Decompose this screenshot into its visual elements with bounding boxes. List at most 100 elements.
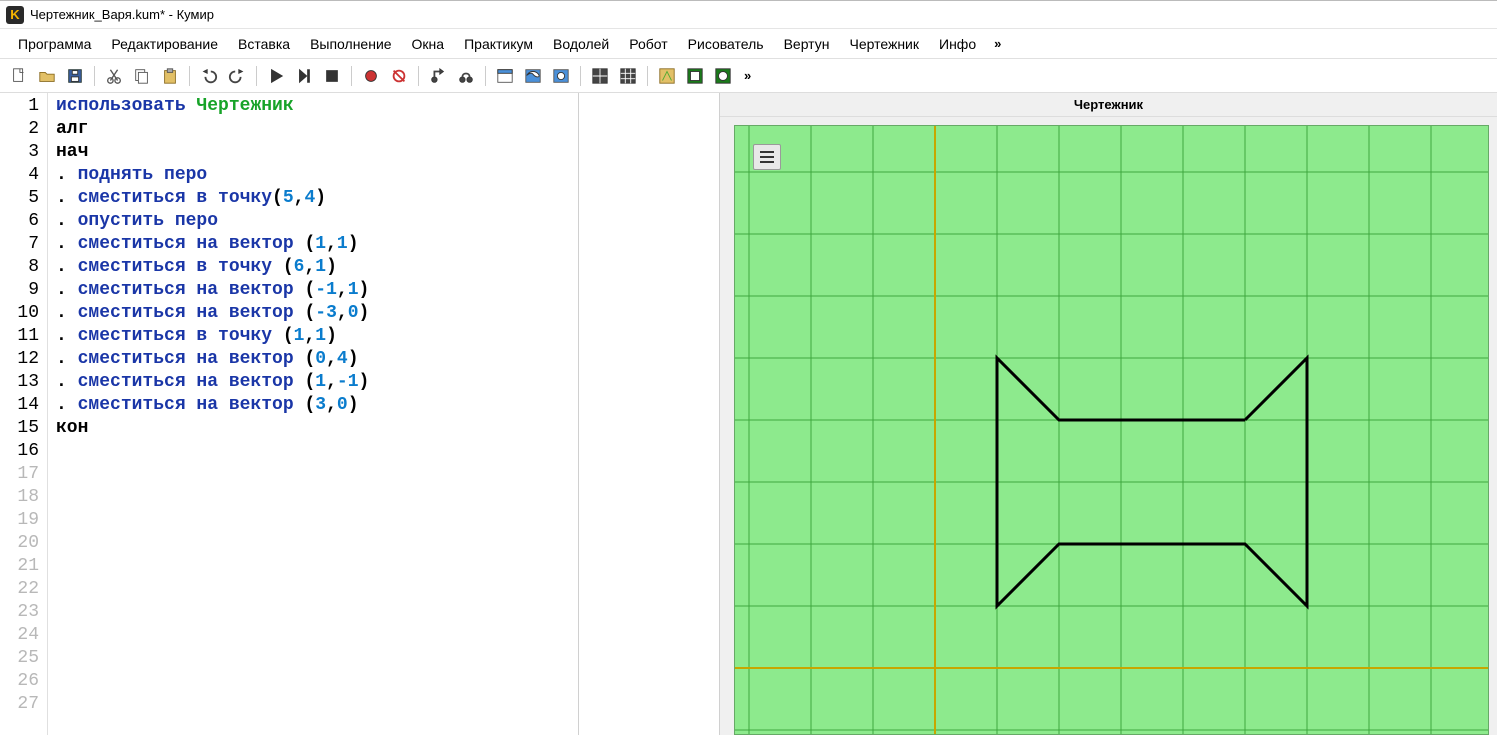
token-p: )	[326, 257, 337, 277]
menu-окна[interactable]: Окна	[402, 32, 455, 56]
debug-step-button[interactable]	[425, 63, 451, 89]
step-button[interactable]	[291, 63, 317, 89]
menu-инфо[interactable]: Инфо	[929, 32, 986, 56]
breakpoint-icon	[362, 67, 380, 85]
token-p: )	[315, 188, 326, 208]
token-dot: .	[56, 188, 78, 208]
token-p: (	[304, 372, 315, 392]
save-file-button[interactable]	[62, 63, 88, 89]
panel-a-button[interactable]	[492, 63, 518, 89]
line-number: 20	[4, 532, 39, 555]
run-button[interactable]	[263, 63, 289, 89]
token-num: 1	[315, 234, 326, 254]
line-number-gutter: 1234567891011121314151617181920212223242…	[0, 93, 48, 735]
code-line: . сместиться на вектор (1,1)	[56, 233, 574, 256]
breakpoint-clear-icon	[390, 67, 408, 85]
grid-a-button[interactable]	[587, 63, 613, 89]
copy-button[interactable]	[129, 63, 155, 89]
menu-рисователь[interactable]: Рисователь	[678, 32, 774, 56]
line-number: 2	[4, 118, 39, 141]
menu-редактирование[interactable]: Редактирование	[101, 32, 228, 56]
code-line: использовать Чертежник	[56, 95, 574, 118]
token-kw: использовать	[56, 96, 196, 116]
cut-button[interactable]	[101, 63, 127, 89]
token-dot: .	[56, 303, 78, 323]
menu-робот[interactable]: Робот	[619, 32, 677, 56]
token-p: (	[304, 280, 315, 300]
panel-c-button[interactable]	[548, 63, 574, 89]
code-line: . сместиться в точку (6,1)	[56, 256, 574, 279]
toolbar-separator	[256, 66, 257, 86]
grid-a-icon	[591, 67, 609, 85]
debug-over-button[interactable]	[453, 63, 479, 89]
token-num: 6	[294, 257, 305, 277]
panel-c-icon	[552, 67, 570, 85]
title-bar: K Чертежник_Варя.kum* - Кумир	[0, 1, 1497, 29]
field-menu-button[interactable]	[753, 144, 781, 170]
new-file-button[interactable]	[6, 63, 32, 89]
token-kw: поднять перо	[78, 165, 208, 185]
app-icon: K	[6, 6, 24, 24]
token-p: (	[304, 303, 315, 323]
tool-green2-icon	[714, 67, 732, 85]
code-line: . сместиться на вектор (-1,1)	[56, 279, 574, 302]
token-num: 4	[337, 349, 348, 369]
tool-a-icon	[658, 67, 676, 85]
toolbar-overflow[interactable]: »	[738, 68, 757, 83]
code-line: кон	[56, 417, 574, 440]
stop-button[interactable]	[319, 63, 345, 89]
token-num: 1	[315, 372, 326, 392]
token-p: алг	[56, 119, 88, 139]
menu-программа[interactable]: Программа	[8, 32, 101, 56]
menu-overflow[interactable]: »	[986, 32, 1009, 55]
drawer-field-wrap	[720, 117, 1497, 735]
paste-icon	[161, 67, 179, 85]
token-kw: сместиться в точку	[78, 257, 283, 277]
debug-over-icon	[457, 67, 475, 85]
grid-b-button[interactable]	[615, 63, 641, 89]
menu-чертежник[interactable]: Чертежник	[839, 32, 929, 56]
line-number: 5	[4, 187, 39, 210]
line-number: 18	[4, 486, 39, 509]
tool-a-button[interactable]	[654, 63, 680, 89]
line-number: 13	[4, 371, 39, 394]
token-p: кон	[56, 418, 88, 438]
menu-bar: ПрограммаРедактированиеВставкаВыполнение…	[0, 29, 1497, 59]
cut-icon	[105, 67, 123, 85]
breakpoint-button[interactable]	[358, 63, 384, 89]
token-p: (	[304, 234, 315, 254]
toolbar-separator	[647, 66, 648, 86]
token-p: )	[359, 303, 370, 323]
tool-green2-button[interactable]	[710, 63, 736, 89]
drawer-canvas	[735, 126, 1488, 734]
paste-button[interactable]	[157, 63, 183, 89]
drawer-field[interactable]	[734, 125, 1489, 735]
undo-button[interactable]	[196, 63, 222, 89]
token-dot: .	[56, 349, 78, 369]
editor-pane: 1234567891011121314151617181920212223242…	[0, 93, 720, 735]
line-number: 11	[4, 325, 39, 348]
token-num: 0	[337, 395, 348, 415]
line-number: 23	[4, 601, 39, 624]
editor-side-panel	[578, 93, 719, 735]
breakpoint-clear-button[interactable]	[386, 63, 412, 89]
menu-вертун[interactable]: Вертун	[774, 32, 840, 56]
line-number: 16	[4, 440, 39, 463]
menu-вставка[interactable]: Вставка	[228, 32, 300, 56]
code-line: . сместиться на вектор (3,0)	[56, 394, 574, 417]
line-number: 7	[4, 233, 39, 256]
menu-практикум[interactable]: Практикум	[454, 32, 543, 56]
menu-водолей[interactable]: Водолей	[543, 32, 619, 56]
panel-b-button[interactable]	[520, 63, 546, 89]
menu-выполнение[interactable]: Выполнение	[300, 32, 401, 56]
step-icon	[295, 67, 313, 85]
app-window: K Чертежник_Варя.kum* - Кумир ПрограммаР…	[0, 0, 1497, 735]
toolbar-separator	[485, 66, 486, 86]
open-file-button[interactable]	[34, 63, 60, 89]
source-code[interactable]: использовать Чертежникалгнач. поднять пе…	[48, 93, 578, 735]
tool-green1-button[interactable]	[682, 63, 708, 89]
redo-button[interactable]	[224, 63, 250, 89]
code-line: алг	[56, 118, 574, 141]
toolbar: »	[0, 59, 1497, 93]
drawer-title: Чертежник	[720, 93, 1497, 117]
